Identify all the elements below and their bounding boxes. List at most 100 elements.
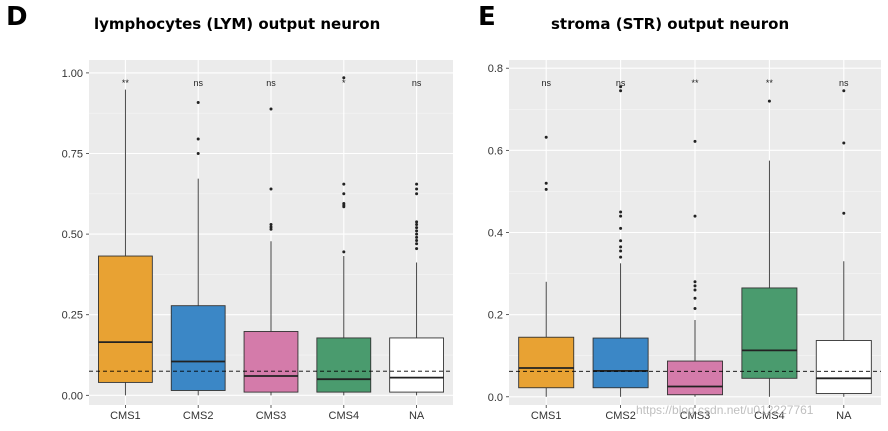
outlier-point bbox=[693, 288, 697, 292]
outlier-point bbox=[196, 152, 200, 156]
outlier-point bbox=[415, 182, 419, 186]
outlier-point bbox=[415, 235, 419, 239]
x-tick-label: CMS3 bbox=[680, 410, 711, 422]
outlier-point bbox=[415, 247, 419, 251]
outlier-point bbox=[269, 222, 273, 226]
outlier-point bbox=[415, 232, 419, 236]
panel-e-title: stroma (STR) output neuron bbox=[551, 15, 790, 33]
y-tick-label: 0.2 bbox=[488, 310, 503, 322]
outlier-point bbox=[544, 135, 548, 139]
outlier-point bbox=[342, 192, 346, 196]
outlier-point bbox=[693, 139, 697, 143]
outlier-point bbox=[842, 211, 846, 215]
outlier-point bbox=[415, 242, 419, 246]
box-iqr bbox=[170, 305, 226, 391]
outlier-point bbox=[342, 201, 346, 205]
outlier-point bbox=[693, 284, 697, 288]
outlier-point bbox=[196, 101, 200, 105]
x-tick-label: CMS4 bbox=[754, 410, 785, 422]
outlier-point bbox=[693, 214, 697, 218]
y-tick-label: 1.00 bbox=[62, 68, 83, 80]
y-tick-label: 0.75 bbox=[62, 149, 83, 161]
outlier-point bbox=[842, 89, 846, 93]
outlier-point bbox=[619, 210, 623, 214]
outlier-point bbox=[415, 192, 419, 196]
watermark: https://blog.csdn.net/u012227761 bbox=[636, 403, 814, 417]
y-tick-label: 0.0 bbox=[488, 392, 503, 404]
outlier-point bbox=[415, 220, 419, 224]
significance-label: ** bbox=[691, 78, 699, 88]
outlier-point bbox=[269, 107, 273, 111]
box-cms3: ns bbox=[243, 78, 299, 396]
box-iqr bbox=[741, 287, 798, 379]
x-tick-label: NA bbox=[409, 410, 425, 422]
outlier-point bbox=[196, 137, 200, 141]
box-cms3: ** bbox=[667, 78, 723, 397]
outlier-point bbox=[619, 239, 623, 243]
box-iqr bbox=[98, 255, 153, 383]
significance-label: * bbox=[342, 78, 346, 88]
box-cms1: ns bbox=[518, 78, 575, 397]
outlier-point bbox=[342, 76, 346, 80]
chart-panel-e: 0.0 0.2 0.4 0.6 0.8 CMS1 CMS2 CMS3 CMS4 NA ns ns ** *… bbox=[488, 60, 881, 422]
panel-e-letter: E bbox=[478, 2, 496, 32]
x-tick-label: NA bbox=[836, 410, 852, 422]
panel-d-title: lymphocytes (LYM) output neuron bbox=[94, 15, 381, 33]
outlier-point bbox=[693, 306, 697, 310]
outlier-point bbox=[269, 225, 273, 229]
significance-label: ns bbox=[266, 78, 276, 88]
outlier-point bbox=[619, 249, 623, 253]
outlier-point bbox=[544, 181, 548, 185]
box-iqr bbox=[592, 337, 649, 389]
outlier-point bbox=[619, 85, 623, 89]
significance-label: ns bbox=[541, 78, 551, 88]
y-tick-label: 0.6 bbox=[488, 145, 503, 157]
box-cms2: ns bbox=[170, 78, 226, 396]
box-iqr bbox=[243, 331, 299, 393]
panel-d-letter: D bbox=[6, 2, 28, 32]
outlier-point bbox=[269, 227, 273, 231]
x-tick-label: CMS1 bbox=[531, 410, 562, 422]
box-cms1: ** bbox=[98, 78, 153, 396]
significance-label: ** bbox=[766, 78, 774, 88]
box-iqr bbox=[667, 360, 723, 396]
box-iqr bbox=[518, 336, 575, 389]
outlier-point bbox=[269, 187, 273, 191]
outlier-point bbox=[619, 89, 623, 93]
x-tick-label: CMS2 bbox=[183, 410, 214, 422]
outlier-point bbox=[415, 187, 419, 191]
outlier-point bbox=[415, 239, 419, 243]
y-tick-label: 0.4 bbox=[488, 228, 503, 240]
outlier-point bbox=[342, 250, 346, 254]
outlier-point bbox=[767, 99, 771, 103]
outlier-point bbox=[415, 226, 419, 230]
significance-label: ns bbox=[616, 78, 626, 88]
box-na: ns bbox=[389, 78, 444, 396]
outlier-point bbox=[544, 187, 548, 191]
x-tick-label: CMS1 bbox=[110, 410, 141, 422]
significance-label: ns bbox=[193, 78, 203, 88]
x-tick-label: CMS3 bbox=[256, 410, 287, 422]
box-na: ns bbox=[815, 78, 872, 397]
x-tick-label: CMS4 bbox=[329, 410, 360, 422]
y-tick-label: 0.00 bbox=[62, 390, 83, 402]
y-tick-label: 0.50 bbox=[62, 229, 83, 241]
outlier-point bbox=[415, 222, 419, 226]
box-cms4: ** bbox=[741, 78, 798, 397]
outlier-point bbox=[342, 182, 346, 186]
box-iqr bbox=[389, 337, 444, 393]
significance-label: ** bbox=[122, 78, 130, 88]
outlier-point bbox=[619, 214, 623, 218]
y-tick-label: 0.25 bbox=[62, 310, 83, 322]
outlier-point bbox=[415, 229, 419, 233]
outlier-point bbox=[619, 226, 623, 230]
outlier-point bbox=[619, 255, 623, 259]
outlier-point bbox=[842, 141, 846, 145]
outlier-point bbox=[619, 245, 623, 249]
significance-label: ns bbox=[839, 78, 849, 88]
box-cms4: * bbox=[316, 76, 372, 396]
box-iqr bbox=[815, 340, 872, 394]
x-tick-label: CMS2 bbox=[605, 410, 636, 422]
